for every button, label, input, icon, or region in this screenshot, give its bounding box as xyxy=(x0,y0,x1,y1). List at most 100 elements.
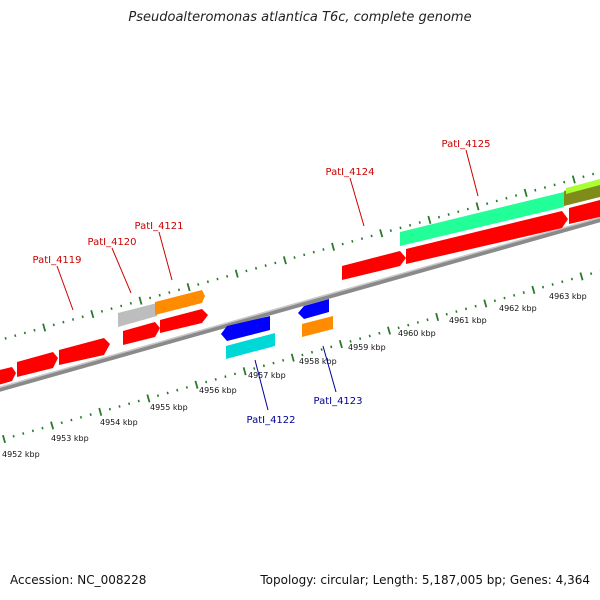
gene-feature[interactable] xyxy=(569,199,600,224)
tick-mark xyxy=(582,175,585,179)
tick-mark xyxy=(33,328,36,332)
tick-mark xyxy=(89,413,92,417)
tick-mark xyxy=(197,283,200,286)
tick-mark xyxy=(330,345,333,349)
tick-mark xyxy=(416,321,419,324)
tick-mark xyxy=(138,296,143,305)
tick-mark xyxy=(4,336,7,340)
gene-label[interactable]: PatI_4121 xyxy=(134,221,183,232)
gene-label[interactable]: PatI_4124 xyxy=(325,167,374,178)
tick-mark xyxy=(253,367,256,370)
tick-mark xyxy=(303,253,306,257)
gene-label[interactable]: PatI_4122 xyxy=(246,415,295,426)
tick-mark xyxy=(108,407,111,411)
tick-mark xyxy=(427,215,432,224)
tick-mark xyxy=(466,207,469,211)
gene-feature[interactable] xyxy=(160,309,208,333)
tick-mark xyxy=(503,296,506,300)
accession-text: Accession: NC_008228 xyxy=(10,573,147,587)
tick-mark xyxy=(110,307,113,311)
tick-mark xyxy=(194,380,199,389)
tick-mark xyxy=(455,310,458,313)
tick-mark xyxy=(320,348,323,351)
scale-label: 4958 kbp xyxy=(299,357,337,366)
gene-label[interactable]: PatI_4123 xyxy=(313,396,362,407)
tick-mark xyxy=(570,277,573,281)
tick-mark xyxy=(216,277,219,281)
tick-mark xyxy=(435,312,440,322)
tick-mark xyxy=(22,432,25,435)
tick-mark xyxy=(418,221,421,224)
tick-mark xyxy=(98,407,103,416)
tick-mark xyxy=(272,361,275,365)
tick-mark xyxy=(2,434,6,444)
tick-mark xyxy=(523,188,528,197)
gene-feature[interactable] xyxy=(298,299,329,319)
tick-mark xyxy=(370,234,373,238)
tick-mark xyxy=(553,183,556,187)
tick-mark xyxy=(445,312,448,316)
tick-mark xyxy=(23,331,26,335)
gene-feature[interactable] xyxy=(17,352,58,377)
tick-mark xyxy=(514,194,518,197)
tick-mark xyxy=(426,318,429,322)
gene-feature[interactable] xyxy=(342,251,406,280)
scale-label: 4953 kbp xyxy=(51,434,89,443)
gene-feature[interactable] xyxy=(123,322,160,345)
scale-label: 4961 kbp xyxy=(449,316,487,325)
gene-feature[interactable] xyxy=(0,367,16,386)
gene-feature[interactable] xyxy=(406,211,568,264)
tick-mark xyxy=(301,353,304,357)
tick-mark xyxy=(389,229,392,233)
tick-mark xyxy=(378,331,381,335)
gene-label[interactable]: PatI_4119 xyxy=(32,255,81,266)
tick-mark xyxy=(387,326,391,335)
gene-feature[interactable] xyxy=(566,178,600,194)
gene-label[interactable]: PatI_4125 xyxy=(441,139,490,150)
tick-mark xyxy=(60,421,63,425)
gene-feature[interactable] xyxy=(400,192,564,246)
tick-mark xyxy=(41,426,44,430)
gene-callouts xyxy=(56,149,479,411)
tick-mark xyxy=(563,180,566,184)
tick-mark xyxy=(128,402,131,406)
tick-mark xyxy=(447,213,450,216)
gene-feature[interactable] xyxy=(118,303,157,327)
tick-mark xyxy=(129,301,132,305)
scale-label: 4959 kbp xyxy=(348,343,386,352)
gene-feature[interactable] xyxy=(302,316,333,337)
tick-mark xyxy=(185,386,188,389)
tick-mark xyxy=(70,418,73,422)
tick-mark xyxy=(359,337,362,341)
tick-mark xyxy=(331,242,335,251)
gene-feature[interactable] xyxy=(226,333,275,359)
tick-mark xyxy=(571,175,576,184)
tick-mark xyxy=(262,364,265,368)
tick-mark xyxy=(513,293,516,297)
tick-mark xyxy=(245,269,248,273)
gene-feature[interactable] xyxy=(564,181,600,206)
gene-feature[interactable] xyxy=(221,316,270,341)
gene-feature[interactable] xyxy=(59,338,110,365)
tick-mark xyxy=(42,323,47,332)
tick-mark xyxy=(464,307,468,311)
scale-label: 4957 kbp xyxy=(248,371,286,380)
tick-mark xyxy=(341,242,344,246)
tick-mark xyxy=(50,421,55,430)
scale-label: 4954 kbp xyxy=(100,418,138,427)
tick-mark xyxy=(254,266,258,270)
tick-mark xyxy=(158,293,161,297)
tick-mark xyxy=(118,405,121,408)
gene-feature[interactable] xyxy=(155,290,205,315)
tick-mark xyxy=(52,323,55,327)
tick-mark xyxy=(486,202,489,206)
tick-mark xyxy=(31,429,34,433)
tick-mark xyxy=(493,299,496,303)
tick-mark xyxy=(90,309,95,319)
gene-label[interactable]: PatI_4120 xyxy=(87,237,136,248)
tick-mark xyxy=(282,358,285,362)
tick-mark xyxy=(592,172,595,176)
tick-mark xyxy=(541,285,545,289)
tick-mark xyxy=(379,229,384,238)
tick-mark xyxy=(149,296,152,300)
